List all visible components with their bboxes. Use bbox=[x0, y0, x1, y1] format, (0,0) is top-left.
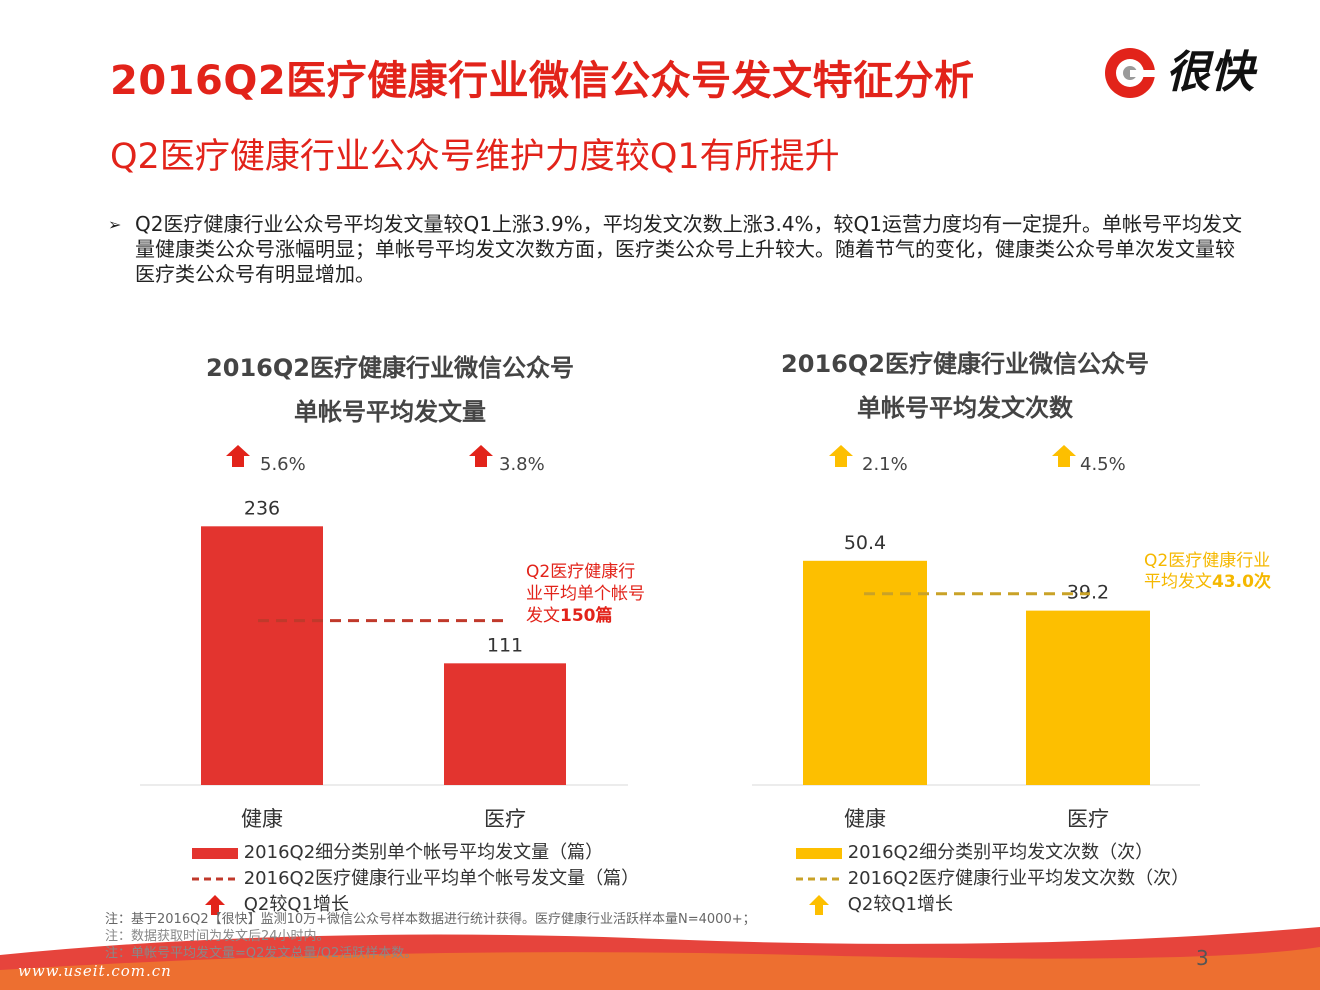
chart1-growth-label-2: 3.8% bbox=[499, 454, 545, 475]
chart2-legend-growth-label: Q2较Q1增长 bbox=[847, 894, 953, 915]
brand-logo: 很快 bbox=[1100, 42, 1275, 104]
up-arrow-icon bbox=[205, 895, 225, 915]
chart1-title-line1: 2016Q2医疗健康行业微信公众号 bbox=[206, 354, 574, 382]
chart1-legend-line: 2016Q2医疗健康行业平均单个帐号发文量（篇） bbox=[192, 866, 639, 892]
chart1-category-label-2: 医疗 bbox=[484, 807, 526, 831]
chart2-bar-1 bbox=[803, 560, 927, 785]
chart2-reference-label-line2: 平均发文43.0次 bbox=[1144, 571, 1271, 592]
footnote-3: 注：单帐号平均发文量=Q2发文总量/Q2活跃样本数。 bbox=[105, 946, 418, 961]
chart1-reference-label-line2: 业平均单个帐号 bbox=[526, 584, 645, 604]
chart1-legend-line-label: 2016Q2医疗健康行业平均单个帐号发文量（篇） bbox=[243, 868, 640, 889]
chart2-legend-bar: 2016Q2细分类别平均发文次数（次） bbox=[796, 840, 1189, 866]
footnotes: 注：基于2016Q2【很快】监测10万+微信公众号样本数据进行统计获得。医疗健康… bbox=[105, 911, 756, 962]
chart2-legend-line-label: 2016Q2医疗健康行业平均发文次数（次） bbox=[847, 868, 1190, 889]
page-subtitle: Q2医疗健康行业公众号维护力度较Q1有所提升 bbox=[110, 137, 840, 177]
chart1-legend-growth: Q2较Q1增长 bbox=[192, 892, 639, 918]
chart2-growth-arrow-icon-2 bbox=[1052, 445, 1076, 467]
chart1-growth-label-1: 5.6% bbox=[260, 454, 306, 475]
chart2-title-line2: 单帐号平均发文次数 bbox=[857, 394, 1073, 422]
chart2-legend-bar-label: 2016Q2细分类别平均发文次数（次） bbox=[847, 842, 1154, 863]
chart2-legend: 2016Q2细分类别平均发文次数（次） 2016Q2医疗健康行业平均发文次数（次… bbox=[796, 840, 1189, 918]
chart2-legend-line: 2016Q2医疗健康行业平均发文次数（次） bbox=[796, 866, 1189, 892]
chart2-reference-value: 43.0次 bbox=[1212, 571, 1271, 592]
chart1-reference-label-prefix: 发文 bbox=[526, 606, 560, 626]
chart2-title: 2016Q2医疗健康行业微信公众号 单帐号平均发文次数 bbox=[715, 342, 1215, 430]
chart2-legend-growth: Q2较Q1增长 bbox=[796, 892, 1189, 918]
chart2-title-line1: 2016Q2医疗健康行业微信公众号 bbox=[781, 350, 1149, 378]
chart1-growth-arrow-icon-1 bbox=[226, 445, 250, 467]
page-title: 2016Q2医疗健康行业微信公众号发文特征分析 bbox=[110, 58, 975, 104]
footnote-1: 注：基于2016Q2【很快】监测10万+微信公众号样本数据进行统计获得。医疗健康… bbox=[105, 912, 756, 927]
footer-band bbox=[0, 927, 1320, 990]
chart1-legend-bar: 2016Q2细分类别单个帐号平均发文量（篇） bbox=[192, 840, 639, 866]
page-number: 3 bbox=[1196, 946, 1209, 970]
chart1-legend-growth-label: Q2较Q1增长 bbox=[243, 894, 349, 915]
bullet-arrow-icon: ➢ bbox=[108, 215, 122, 234]
chart1-value-label-1: 236 bbox=[244, 497, 280, 519]
chart2-growth-label-2: 4.5% bbox=[1080, 454, 1126, 475]
chart1-legend: 2016Q2细分类别单个帐号平均发文量（篇） 2016Q2医疗健康行业平均单个帐… bbox=[192, 840, 639, 918]
chart2-growth-arrow-icon-1 bbox=[829, 445, 853, 467]
chart1-reference-label-line1: Q2医疗健康行 bbox=[526, 562, 635, 582]
chart1-title-line2: 单帐号平均发文量 bbox=[294, 398, 486, 426]
chart2-reference-label-prefix: 平均发文 bbox=[1144, 572, 1212, 592]
chart2-category-label-2: 医疗 bbox=[1067, 807, 1109, 831]
chart1-category-label-1: 健康 bbox=[241, 807, 283, 831]
watermark: www.useit.com.cn bbox=[18, 962, 172, 980]
summary-text: Q2医疗健康行业公众号平均发文量较Q1上涨3.9%，平均发文次数上涨3.4%，较… bbox=[135, 212, 1243, 286]
chart2-bar-2 bbox=[1026, 610, 1150, 785]
summary-bullet: ➢ Q2医疗健康行业公众号平均发文量较Q1上涨3.9%，平均发文次数上涨3.4%… bbox=[108, 212, 1243, 287]
chart1-growth-arrow-icon-2 bbox=[469, 445, 493, 467]
chart2-growth-label-1: 2.1% bbox=[862, 454, 908, 475]
chart1-legend-bar-label: 2016Q2细分类别单个帐号平均发文量（篇） bbox=[243, 842, 604, 863]
chart1-value-label-2: 111 bbox=[487, 634, 523, 656]
chart1-bar-1 bbox=[201, 526, 323, 785]
chart2-value-label-1: 50.4 bbox=[844, 532, 886, 554]
logo-mark-icon bbox=[1105, 48, 1160, 98]
chart1-bar-2 bbox=[444, 663, 566, 785]
up-arrow-icon bbox=[809, 895, 829, 915]
footnote-2: 注：数据获取时间为发文后24小时内。 bbox=[105, 929, 330, 944]
logo-text: 很快 bbox=[1166, 47, 1254, 98]
chart1-title: 2016Q2医疗健康行业微信公众号 单帐号平均发文量 bbox=[140, 346, 640, 434]
chart2-category-label-1: 健康 bbox=[844, 807, 886, 831]
chart1-reference-label-line3: 发文150篇 bbox=[526, 605, 613, 626]
chart1-reference-value: 150篇 bbox=[560, 605, 613, 626]
chart2-reference-label-line1: Q2医疗健康行业 bbox=[1144, 551, 1270, 571]
